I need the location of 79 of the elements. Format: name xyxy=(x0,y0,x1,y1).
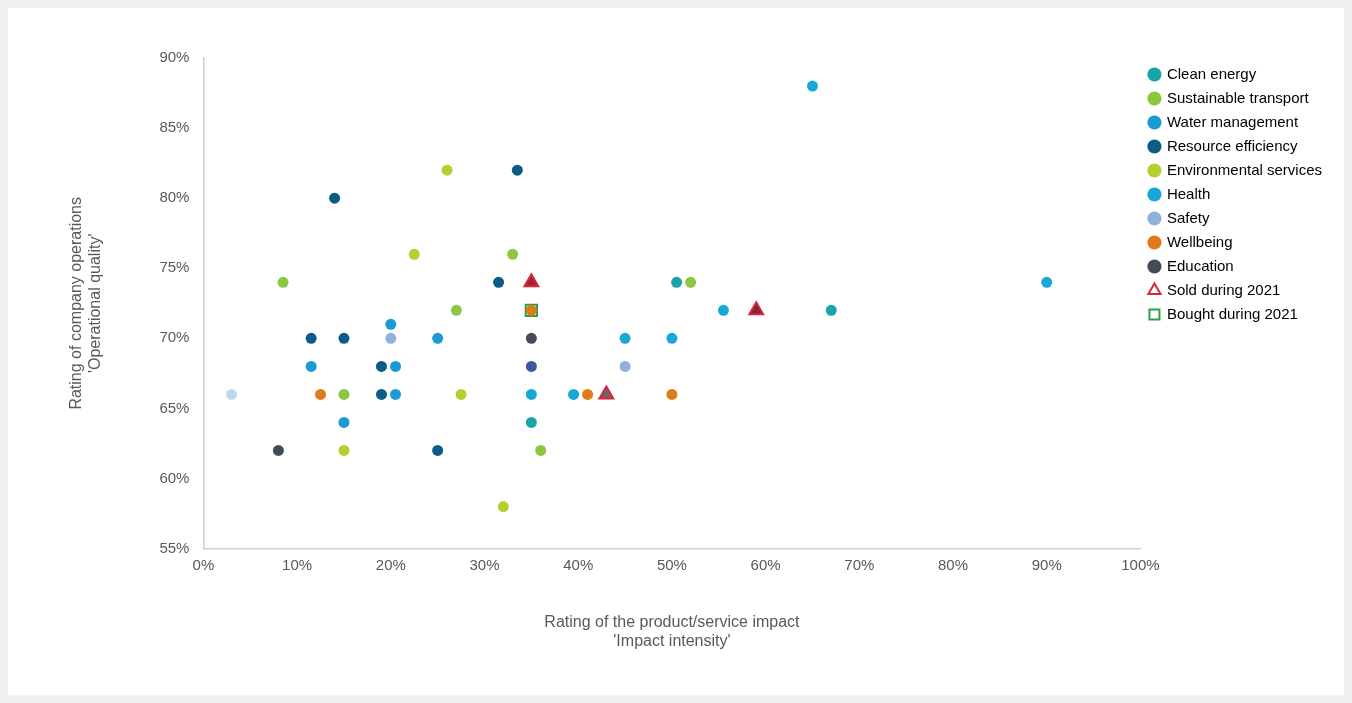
x-tick-label: 60% xyxy=(750,555,781,573)
point xyxy=(338,416,350,428)
legend-label: Resource efficiency xyxy=(1166,136,1299,154)
point xyxy=(748,301,765,316)
point xyxy=(432,332,444,344)
legend-label: Health xyxy=(1166,184,1211,202)
legend-label: Safety xyxy=(1166,208,1210,226)
point xyxy=(305,332,317,344)
point xyxy=(390,360,402,372)
y-tick-label: 75% xyxy=(159,258,190,276)
point xyxy=(375,388,387,400)
legend-label: Wellbeing xyxy=(1166,232,1233,250)
point xyxy=(507,248,519,260)
y-tick-label: 70% xyxy=(159,328,190,346)
point xyxy=(568,388,580,400)
point xyxy=(825,304,837,316)
x-tick-label: 100% xyxy=(1121,555,1160,573)
point xyxy=(666,332,678,344)
x-tick-label: 50% xyxy=(656,555,687,573)
point xyxy=(338,388,350,400)
point xyxy=(338,444,350,456)
point xyxy=(511,164,523,176)
point xyxy=(525,416,537,428)
x-tick-label: 80% xyxy=(938,555,969,573)
x-tick-label: 40% xyxy=(563,555,594,573)
legend-label: Education xyxy=(1166,256,1234,274)
point xyxy=(375,360,387,372)
point xyxy=(523,273,540,288)
x-tick-label: 10% xyxy=(282,555,313,573)
point xyxy=(329,192,341,204)
point xyxy=(619,332,631,344)
y-axis-title: Rating of company operations 'Operational quality' xyxy=(67,197,104,410)
point xyxy=(390,388,402,400)
point xyxy=(671,276,683,288)
x-tick-label: 30% xyxy=(469,555,500,573)
x-axis-title: Rating of the product/service impact 'Impact intensity' xyxy=(544,612,801,649)
point xyxy=(666,388,678,400)
point xyxy=(493,276,505,288)
y-tick-label: 55% xyxy=(159,538,190,556)
point xyxy=(535,444,547,456)
point xyxy=(525,388,537,400)
x-tick-label: 90% xyxy=(1031,555,1062,573)
point xyxy=(1041,276,1053,288)
legend-label: Clean energy xyxy=(1166,64,1257,82)
point xyxy=(226,388,238,400)
point xyxy=(717,304,729,316)
point xyxy=(455,388,467,400)
legend-label: Water management xyxy=(1166,112,1299,130)
point xyxy=(619,360,631,372)
x-tick-label: 20% xyxy=(375,555,406,573)
point xyxy=(305,360,317,372)
x-tick-label: 70% xyxy=(844,555,875,573)
legend-label: Bought during 2021 xyxy=(1166,304,1298,322)
point xyxy=(525,332,537,344)
y-tick-label: 65% xyxy=(159,398,190,416)
point xyxy=(272,444,284,456)
point xyxy=(441,164,453,176)
legend-label: Sustainable transport xyxy=(1166,88,1310,106)
point xyxy=(385,318,397,330)
point xyxy=(408,248,420,260)
x-tick-label: 0% xyxy=(192,555,215,573)
point xyxy=(450,304,462,316)
point xyxy=(582,388,594,400)
point xyxy=(598,385,615,400)
point xyxy=(385,332,397,344)
y-tick-label: 85% xyxy=(159,118,190,136)
y-tick-label: 60% xyxy=(159,468,190,486)
point xyxy=(338,332,350,344)
legend-label: Environmental services xyxy=(1166,160,1322,178)
y-tick-label: 80% xyxy=(159,188,190,206)
point xyxy=(277,276,289,288)
point xyxy=(525,360,537,372)
point xyxy=(685,276,697,288)
point xyxy=(806,80,818,92)
y-tick-label: 90% xyxy=(159,48,190,66)
legend-label: Sold during 2021 xyxy=(1166,280,1281,298)
point xyxy=(315,388,327,400)
point xyxy=(432,444,444,456)
point xyxy=(497,501,509,513)
